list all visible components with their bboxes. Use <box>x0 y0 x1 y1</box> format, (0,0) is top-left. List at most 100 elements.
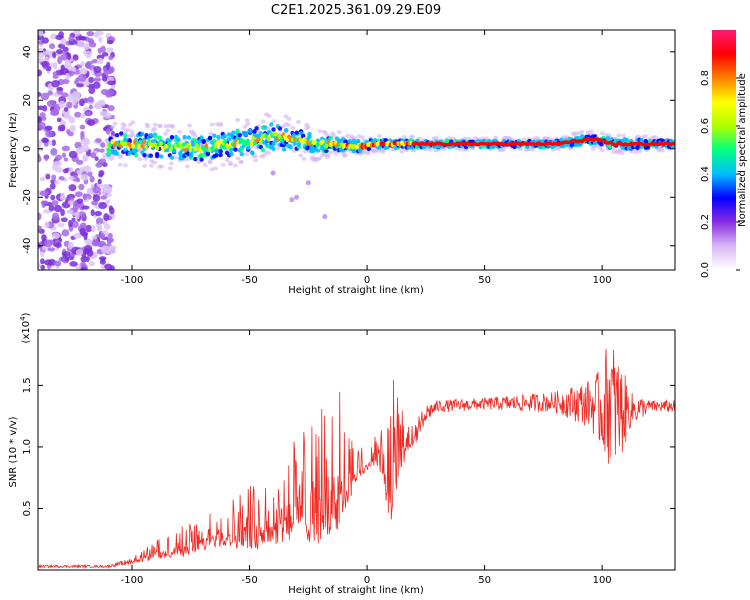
spectrogram-halo-cell <box>619 151 625 156</box>
spectrogram-band-cell <box>300 133 306 139</box>
spectrogram-noise-cell <box>81 205 90 210</box>
spectrogram-band-cell <box>491 144 496 149</box>
spectrogram-band-cell <box>366 146 371 152</box>
spectrogram-noise-cell <box>93 77 102 82</box>
spectrogram-noise-cell <box>47 90 53 96</box>
spectrogram-noise-cell <box>38 47 44 53</box>
spectrogram-noise-cell <box>63 107 69 112</box>
colorbar-tick-label: 0.2 <box>700 214 711 230</box>
spectrogram-noise-cell <box>75 211 80 220</box>
spectrogram-halo-cell <box>399 149 405 154</box>
snr-y-tick-label: 1.5 <box>22 377 33 393</box>
spectrogram-x-tick-label: 50 <box>478 275 491 286</box>
spectrogram-noise-cell <box>73 232 82 239</box>
spectrogram-halo-cell <box>152 122 158 127</box>
spectrogram-band-cell <box>229 147 234 152</box>
spectrogram-noise-cell <box>97 160 103 166</box>
spectrogram-band-cell <box>186 135 192 140</box>
spectrogram-x-tick-label: 0 <box>364 275 370 286</box>
spectrogram-noise-cell <box>67 131 74 137</box>
spectrogram-halo-cell <box>401 135 407 140</box>
spectrogram-band-cell <box>169 134 175 140</box>
spectrogram-noise-cell <box>38 69 43 77</box>
spectrogram-core-cell <box>279 137 284 143</box>
spectrogram-noise-cell <box>99 148 105 153</box>
spectrogram-y-tick-label: -20 <box>22 189 33 205</box>
spectrogram-noise-cell <box>80 61 85 67</box>
spectrogram-noise-cell <box>88 104 94 110</box>
spectrogram-band-cell <box>239 152 244 157</box>
spectrogram-band-cell <box>284 128 289 133</box>
spectrogram-halo-cell <box>271 119 277 124</box>
spectrogram-noise-cell <box>47 247 56 252</box>
spectrogram-noise-cell <box>48 204 55 212</box>
spectrogram-noise-cell <box>80 138 89 145</box>
spectrogram-x-axis: -100 -50 0 50 100 <box>121 30 612 286</box>
spectrogram-noise-cell <box>80 255 88 263</box>
spectrogram-noise-cell <box>54 179 60 185</box>
spectrogram-halo-cell <box>129 129 135 134</box>
spectrogram-band-cell <box>296 142 302 147</box>
spectrogram-noise-cell <box>103 70 110 75</box>
spectrogram-y-tick-label: 0 <box>22 146 33 152</box>
spectrogram-noise-cell <box>72 202 80 211</box>
spectrogram-noise-cell <box>68 116 76 124</box>
spectrogram-outlier-cell <box>289 197 295 203</box>
spectrogram-noise-cell <box>80 36 87 41</box>
spectrogram-noise-cell <box>38 155 42 163</box>
spectrogram-band-cell <box>159 154 164 159</box>
spectrogram-noise-cell <box>74 141 82 149</box>
spectrogram-band-cell <box>233 147 238 152</box>
spectrogram-band-cell <box>267 129 272 135</box>
spectrogram-halo-cell <box>280 124 286 129</box>
spectrogram-core-cell <box>108 142 113 148</box>
spectrogram-halo-cell <box>317 129 323 134</box>
spectrogram-halo-cell <box>202 162 208 167</box>
spectrogram-core-cell <box>232 142 237 148</box>
spectrogram-noise-cell <box>100 232 105 239</box>
spectrogram-noise-cell <box>62 168 69 174</box>
spectrogram-noise-cell <box>74 111 82 118</box>
spectrogram-halo-cell <box>500 147 506 152</box>
colorbar-tick-label: 0.8 <box>700 70 711 86</box>
spectrogram-noise-cell <box>88 76 95 83</box>
spectrogram-noise-cell <box>92 186 102 194</box>
spectrogram-noise-cell <box>50 147 58 156</box>
spectrogram-band-cell <box>254 126 259 131</box>
spectrogram-noise-cell <box>54 242 62 248</box>
spectrogram-noise-cell <box>93 66 102 74</box>
spectrogram-noise-cell <box>72 98 77 106</box>
spectrogram-halo-cell <box>305 124 311 129</box>
spectrogram-band-cell <box>624 137 630 143</box>
spectrogram-halo-cell <box>235 117 241 122</box>
spectrogram-core-cell <box>213 144 218 149</box>
spectrogram-noise-cell <box>66 101 73 109</box>
spectrogram-halo-cell <box>112 121 118 126</box>
spectrogram-halo-cell <box>157 124 163 129</box>
spectrogram-noise-cell <box>72 91 81 100</box>
spectrogram-band-cell <box>205 151 211 156</box>
spectrogram-core-cell <box>324 143 329 149</box>
spectrogram-noise-cell <box>72 54 79 61</box>
spectrogram-noise-cell <box>39 258 45 265</box>
spectrogram-band-cell <box>193 138 198 143</box>
spectrogram-halo-cell <box>286 116 292 121</box>
spectrogram-noise-cell <box>60 64 65 72</box>
spectrogram-noise-cell <box>41 116 47 122</box>
spectrogram-panel: -100 -50 0 50 100 -40 -20 0 20 40 Height of stra… <box>8 29 676 296</box>
spectrogram-y-axis: -40 -20 0 20 40 <box>22 45 675 254</box>
spectrogram-noise-cell <box>60 92 69 98</box>
spectrogram-x-tick-label: -100 <box>121 275 144 286</box>
spectrogram-noise-cell <box>79 124 86 130</box>
spectrogram-halo-cell <box>555 146 561 151</box>
spectrogram-halo-cell <box>599 148 605 153</box>
spectrogram-core-cell <box>136 143 141 149</box>
spectrogram-noise-cell <box>97 222 102 230</box>
spectrogram-band-cell <box>169 155 175 160</box>
spectrogram-halo-cell <box>275 146 281 151</box>
spectrogram-noise-cell <box>43 50 53 55</box>
spectrogram-noise-cell <box>105 199 111 204</box>
spectrogram-band-cell <box>142 153 147 158</box>
spectrogram-halo-cell <box>137 157 143 162</box>
spectrogram-y-tick-label: 40 <box>22 45 33 58</box>
